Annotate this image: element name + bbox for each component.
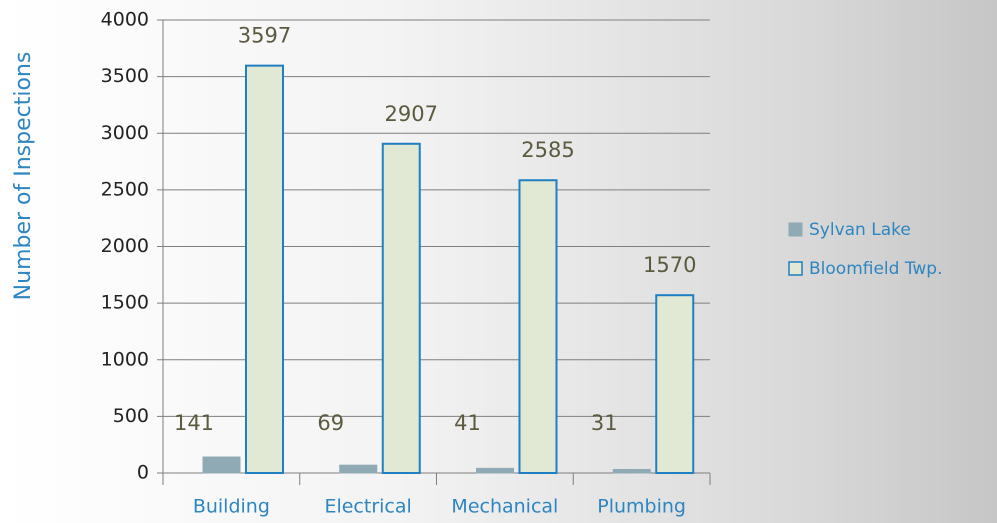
y-axis-title: Number of Inspections bbox=[11, 52, 36, 301]
bar-sylvan-lake bbox=[202, 456, 241, 474]
y-tick-label: 4000 bbox=[101, 9, 149, 31]
legend-label: Bloomfield Twp. bbox=[809, 259, 943, 279]
legend-item: Bloomfield Twp. bbox=[788, 259, 943, 279]
y-tick-label: 3500 bbox=[101, 65, 149, 87]
legend-item: Sylvan Lake bbox=[788, 220, 911, 240]
y-tick-label: 1000 bbox=[101, 348, 149, 370]
data-label-bloomfield-twp: 2585 bbox=[521, 138, 574, 162]
axes bbox=[157, 19, 711, 485]
legend-label: Sylvan Lake bbox=[809, 220, 911, 240]
y-tick-label: 1500 bbox=[101, 292, 149, 314]
x-category-labels: Building Electrical Mechanical Plumbing bbox=[193, 496, 686, 518]
bar-bloomfield-twp bbox=[381, 142, 421, 474]
legend: Sylvan Lake Bloomfield Twp. bbox=[788, 220, 943, 279]
y-tick-label: 2500 bbox=[101, 178, 149, 200]
data-label-bloomfield-twp: 1570 bbox=[643, 253, 696, 277]
data-label-sylvan-lake: 31 bbox=[591, 411, 618, 435]
bar-sylvan-lake bbox=[339, 464, 378, 474]
bars bbox=[202, 64, 695, 475]
y-tick-labels: 0 500 1000 1500 2000 2500 3000 3500 4000 bbox=[101, 9, 149, 484]
bar-bloomfield-twp bbox=[655, 294, 695, 475]
y-tick-label: 500 bbox=[113, 405, 149, 427]
y-tick-label: 3000 bbox=[101, 122, 149, 144]
bar-bloomfield-twp bbox=[245, 64, 284, 475]
x-category-label: Mechanical bbox=[451, 496, 558, 518]
bar-sylvan-lake bbox=[476, 467, 514, 474]
data-label-bloomfield-twp: 2907 bbox=[385, 102, 438, 126]
x-category-label: Plumbing bbox=[597, 496, 686, 518]
data-label-sylvan-lake: 141 bbox=[174, 411, 214, 435]
legend-swatch bbox=[788, 222, 803, 237]
data-label-sylvan-lake: 41 bbox=[454, 411, 481, 435]
data-label-sylvan-lake: 69 bbox=[317, 411, 344, 435]
data-label-bloomfield-twp: 3597 bbox=[238, 24, 291, 48]
x-category-label: Electrical bbox=[324, 496, 411, 518]
bar-sylvan-lake bbox=[612, 468, 651, 474]
data-labels: 141 69 41 31 3597 2907 2585 1570 bbox=[174, 24, 697, 435]
bar-bloomfield-twp bbox=[518, 179, 558, 474]
y-tick-label: 0 bbox=[137, 462, 149, 484]
legend-swatch bbox=[788, 261, 803, 276]
x-category-label: Building bbox=[193, 496, 270, 518]
y-tick-label: 2000 bbox=[101, 235, 149, 257]
